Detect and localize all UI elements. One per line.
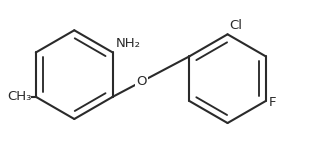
- Text: CH₃: CH₃: [7, 90, 32, 103]
- Text: Cl: Cl: [229, 19, 242, 32]
- Text: O: O: [137, 75, 147, 88]
- Text: NH₂: NH₂: [115, 37, 140, 50]
- Text: F: F: [269, 96, 276, 109]
